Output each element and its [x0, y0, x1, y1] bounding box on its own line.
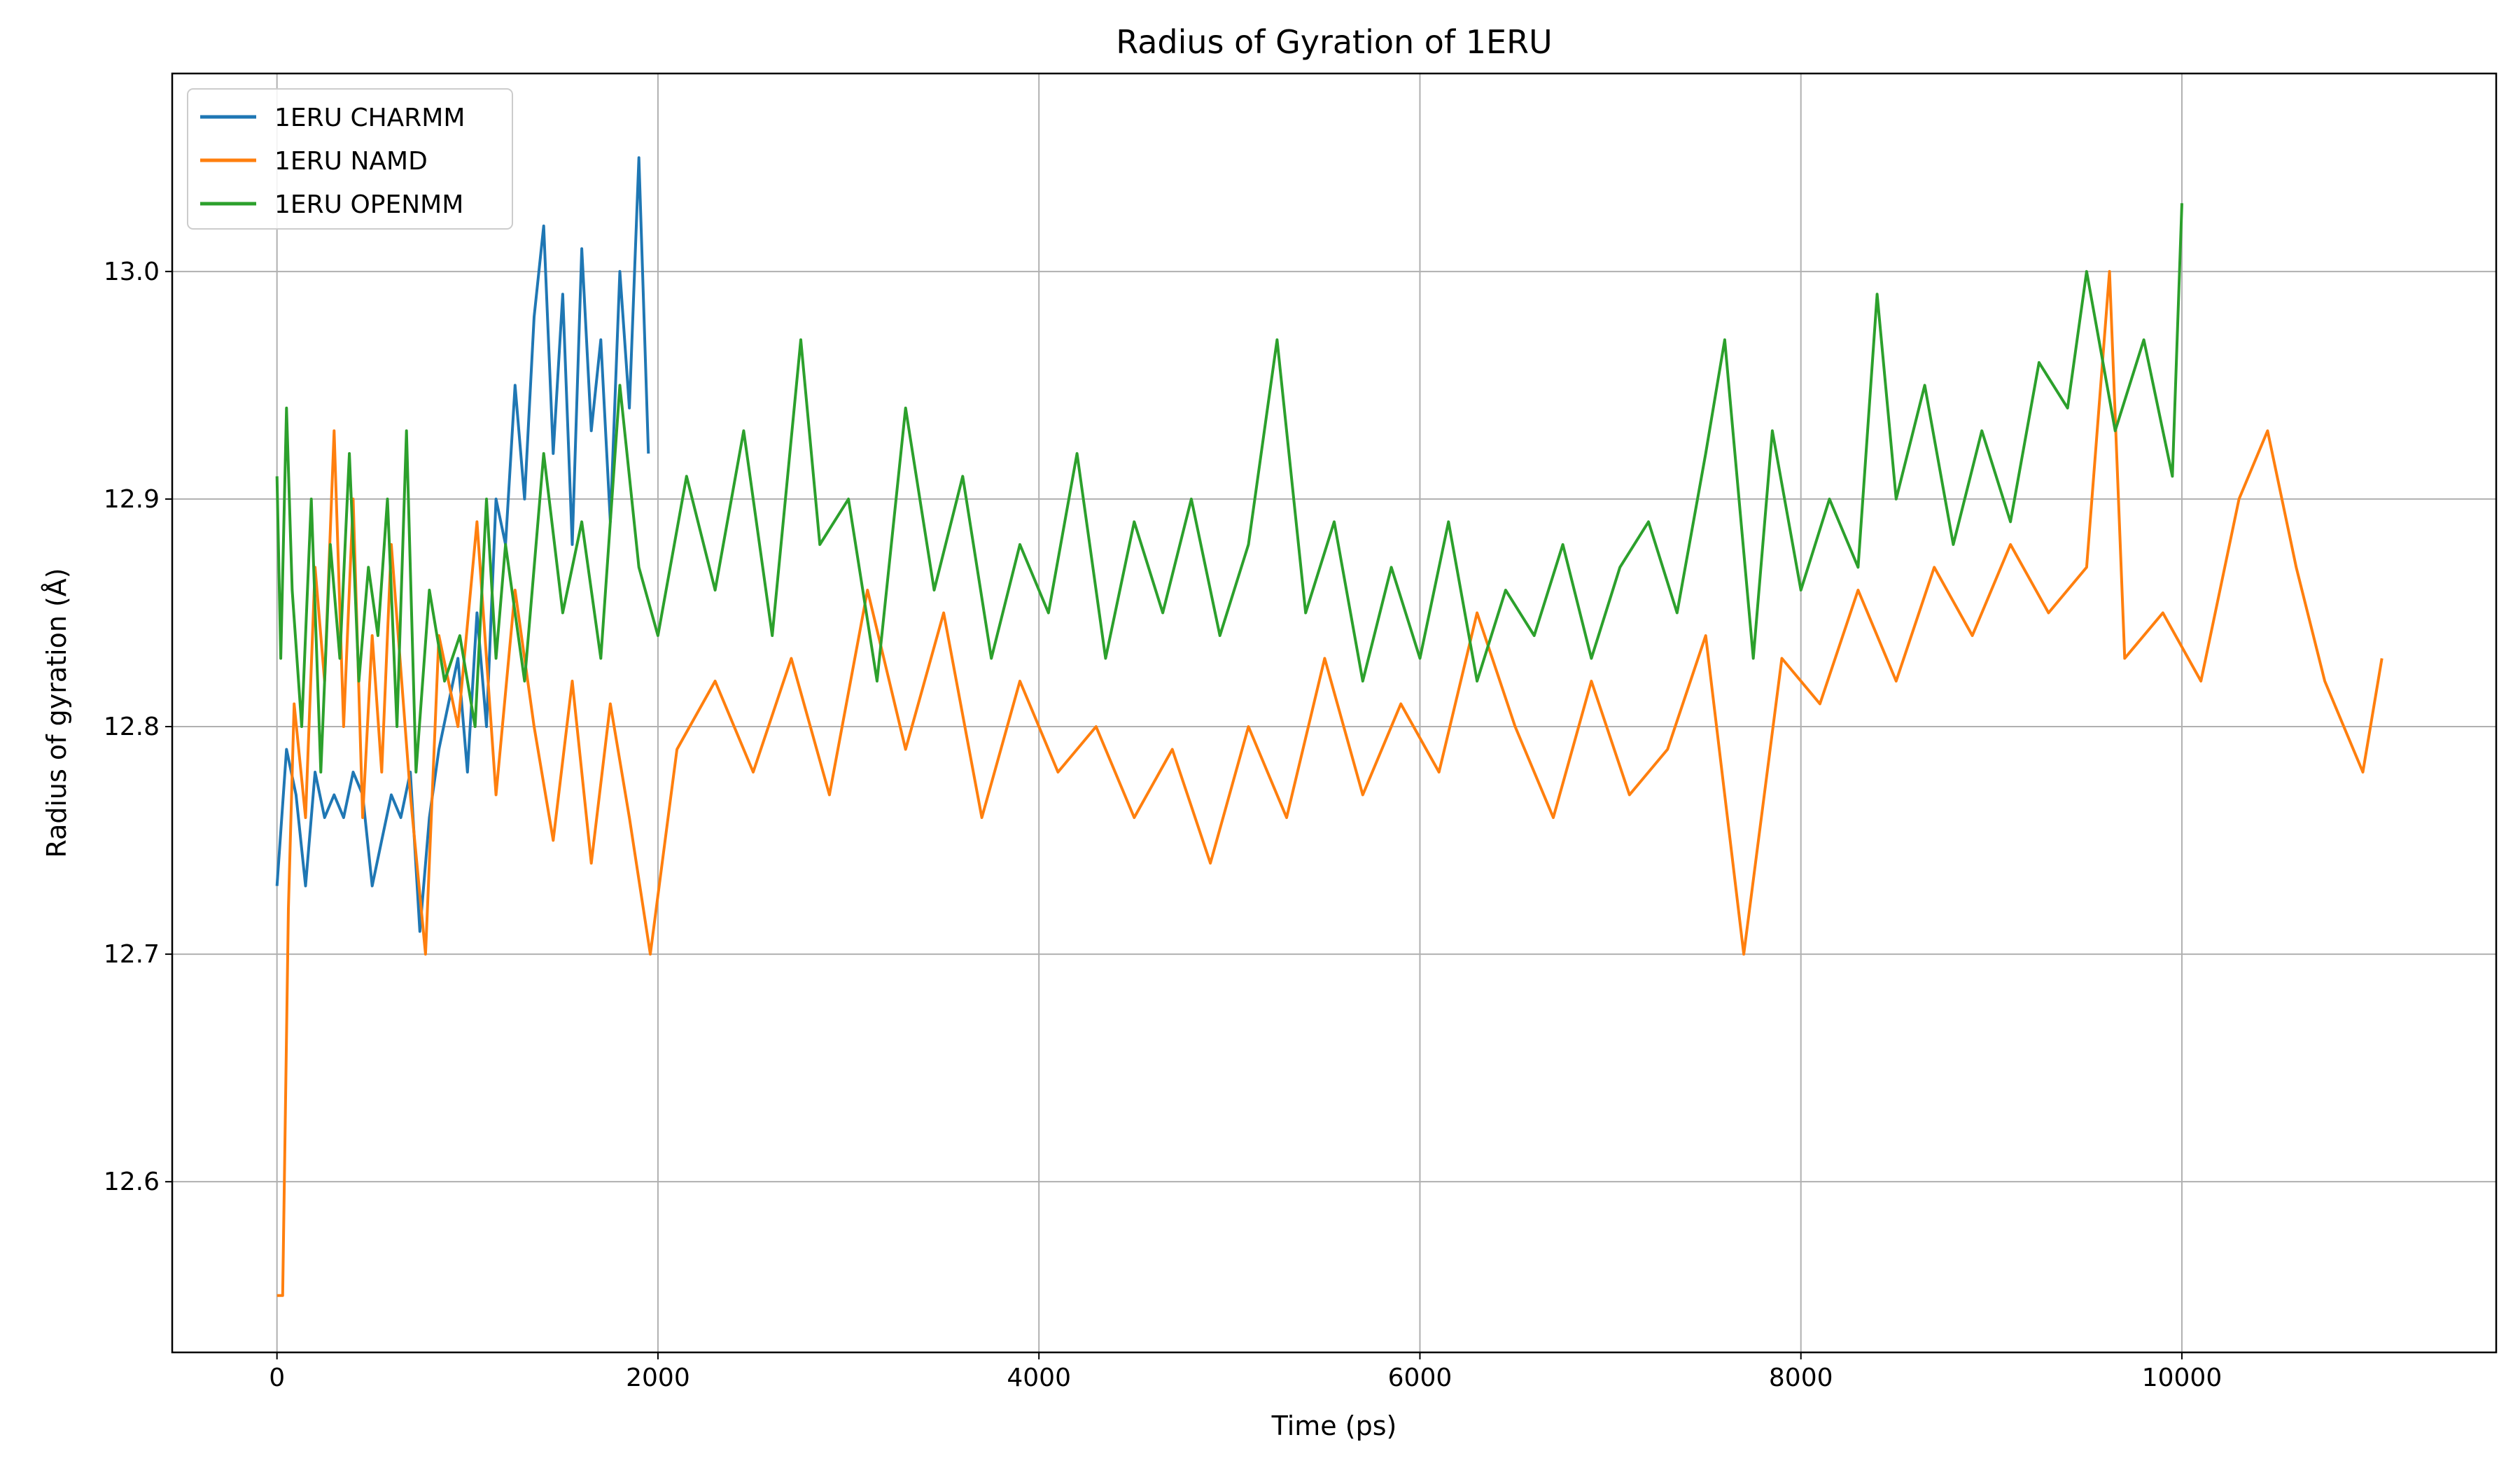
- chart-title: Radius of Gyration of 1ERU: [1116, 23, 1552, 61]
- x-axis-label: Time (ps): [1271, 1410, 1397, 1441]
- x-tick-label: 4000: [1007, 1364, 1071, 1392]
- series-line-1eru-charmm: [275, 156, 650, 933]
- legend-label: 1ERU CHARMM: [274, 104, 465, 132]
- x-tick-label: 2000: [626, 1364, 690, 1392]
- series-layer: [275, 156, 2384, 1297]
- y-tick-label: 12.8: [104, 713, 160, 741]
- legend-box: [187, 88, 513, 230]
- y-tick-label: 12.9: [104, 485, 160, 514]
- x-tick-label: 10000: [2142, 1364, 2222, 1392]
- x-tick-label: 8000: [1769, 1364, 1833, 1392]
- series-line-1eru-namd: [276, 270, 2384, 1297]
- y-tick-label: 12.6: [104, 1168, 160, 1196]
- y-tick-label: 12.7: [104, 940, 160, 969]
- y-tick-label: 13.0: [104, 258, 160, 286]
- x-tick-label: 0: [269, 1364, 285, 1392]
- plot-frame: [171, 72, 2498, 1354]
- legend-label: 1ERU OPENMM: [274, 190, 463, 219]
- y-axis-label: Radius of gyration (Å): [41, 568, 72, 858]
- x-tick-label: 6000: [1388, 1364, 1452, 1392]
- legend: 1ERU CHARMM 1ERU NAMD 1ERU OPENMM: [187, 88, 513, 230]
- axis-ticks: 0 2000 4000 6000 8000 10000 12.6 12.7 12.8 12.9 13…: [104, 258, 2222, 1392]
- legend-label: 1ERU NAMD: [274, 147, 428, 176]
- series-line-1eru-openmm: [275, 203, 2183, 774]
